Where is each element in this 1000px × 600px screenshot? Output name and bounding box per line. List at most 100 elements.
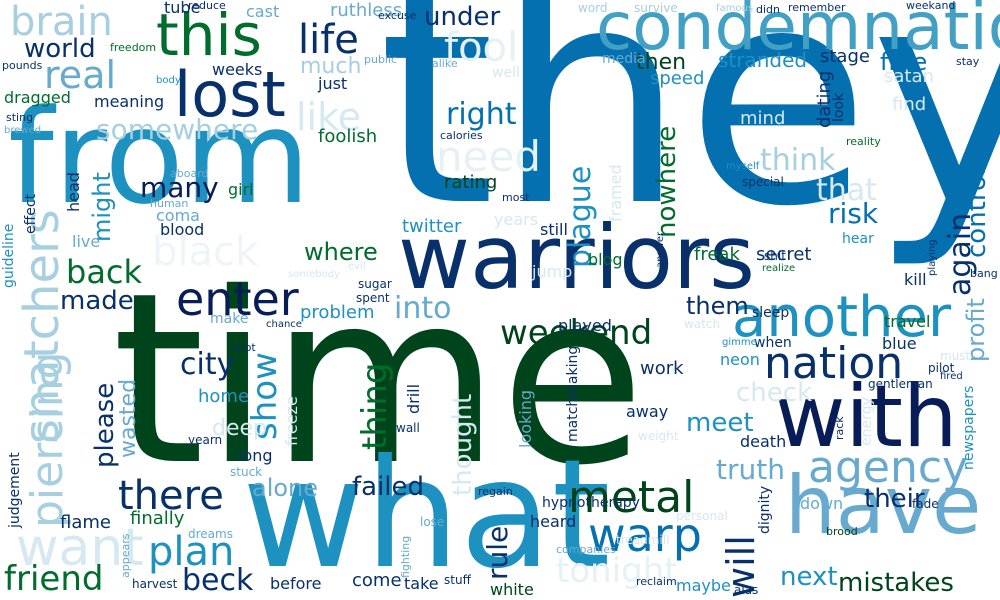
word-weekand: weekand [906, 0, 955, 11]
word-truth: truth [716, 456, 785, 484]
word-satan: satan [884, 68, 934, 86]
word-when: when [754, 336, 792, 350]
word-beck: beck [182, 566, 253, 596]
word-them: them [686, 294, 749, 318]
word-speed: speed [650, 70, 704, 88]
word-twitter: twitter [402, 218, 461, 236]
word-fighting: fighting [400, 536, 411, 578]
word-long: long [238, 448, 273, 464]
word-cast: cast [246, 4, 279, 20]
word-thought: thought [450, 394, 476, 496]
word-back: back [66, 256, 142, 288]
word-years: years [494, 212, 538, 228]
word-stay: stay [956, 56, 979, 67]
word-make: make [210, 312, 248, 326]
word-blog: blog [588, 252, 623, 268]
word-thing: thing [358, 363, 392, 450]
word-judgement: judgement [8, 452, 22, 528]
word-just: just [318, 76, 347, 92]
word-away: away [626, 404, 668, 420]
word-hypnotherapy: hypnotherapy [542, 496, 640, 510]
word-gimme: gimme [722, 338, 757, 348]
word-failed: failed [352, 474, 424, 500]
word-didn: didn [756, 4, 780, 15]
word-nowhere: nowhere [654, 126, 680, 238]
word-media: media [602, 52, 646, 66]
word-rack: rack [834, 416, 845, 440]
word-please: please [92, 383, 118, 468]
word-wall: wall [396, 422, 420, 434]
word-rating: rating [444, 174, 497, 192]
word-maybe: maybe [676, 578, 731, 594]
word-stuff: stuff [444, 574, 471, 586]
word-death: death [740, 434, 786, 450]
word-coma: coma [156, 208, 200, 224]
word-sugar: sugar [358, 278, 392, 290]
word-excuse: excuse [378, 10, 416, 21]
word-chance: chance [266, 320, 302, 330]
word-jump: jump [532, 264, 572, 280]
word-somewhere: somewhere [96, 116, 258, 144]
word-stuck: stuck [230, 466, 262, 478]
word-realize: realize [762, 264, 795, 274]
word-energy: energy [860, 397, 874, 446]
word-sleep: sleep [752, 306, 789, 320]
word-regain: regain [478, 486, 513, 497]
word-neon: neon [720, 352, 760, 368]
word-spent: spent [356, 292, 390, 304]
word-still: still [540, 222, 568, 238]
word-before: before [270, 576, 322, 592]
word-playing: playing [928, 239, 938, 276]
word-must: must [940, 350, 970, 362]
word-alas: alas [734, 584, 758, 596]
word-reduce: reduce [188, 0, 226, 11]
word-heard: heard [530, 514, 576, 530]
word-fade: fade [912, 498, 939, 510]
word-girl: girl [228, 182, 254, 198]
word-special: special [742, 176, 784, 188]
word-newspapers: newspapers [962, 386, 976, 470]
word-problem: problem [300, 304, 374, 322]
word-travel: travel [884, 314, 930, 330]
word-risk: risk [828, 200, 878, 228]
word-foolish: foolish [318, 128, 377, 146]
word-kill: kill [904, 272, 927, 288]
word-mistakes: mistakes [838, 570, 954, 596]
word-right: right [446, 100, 517, 130]
word-look: look [832, 93, 846, 122]
word-treadmill: treadmill [616, 534, 669, 546]
word-well: well [492, 66, 520, 80]
word-fired: fired [940, 372, 963, 382]
word-city: city [180, 350, 234, 380]
word-reality: reality [846, 136, 881, 147]
word-evil: evil [348, 262, 366, 272]
word-harvest: harvest [132, 578, 177, 590]
word-dragged: dragged [4, 90, 71, 106]
word-survive: survive [634, 2, 678, 14]
word-calories: calories [440, 130, 483, 141]
word-down: down [800, 496, 843, 512]
word-answer: answer [656, 232, 666, 268]
word-hear: hear [842, 232, 874, 246]
word-weight: weight [638, 430, 678, 442]
word-piercing: piercing [26, 351, 70, 528]
word-friend: friend [4, 562, 103, 596]
word-watch: watch [684, 318, 720, 330]
word-aboard: aboard [170, 168, 209, 179]
word-alike: alike [432, 58, 458, 69]
word-alone: alone [252, 476, 318, 500]
word-companies: companies [556, 544, 616, 555]
word-pounds: pounds [2, 60, 42, 71]
word-next: next [780, 564, 838, 590]
word-live: live [72, 234, 100, 250]
word-guideline: guideline [2, 224, 16, 288]
word-dreams: dreams [188, 528, 233, 540]
word-word: word [578, 2, 608, 14]
word-remember: remember [788, 2, 846, 13]
word-brewed: brewed [4, 126, 41, 136]
word-blue: blue [882, 336, 917, 352]
word-appears: appears [120, 534, 131, 578]
word-under: under [424, 4, 500, 30]
word-home: home [198, 388, 249, 406]
